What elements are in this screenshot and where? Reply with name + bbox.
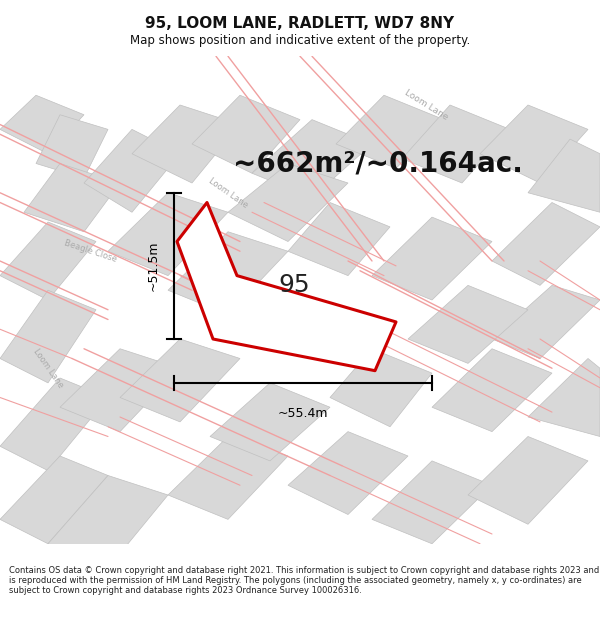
Text: Loom Lane: Loom Lane (403, 88, 449, 122)
Polygon shape (468, 436, 588, 524)
Polygon shape (84, 129, 180, 213)
Polygon shape (24, 164, 120, 232)
Text: ~55.4m: ~55.4m (278, 408, 328, 420)
Text: ~662m²/~0.164ac.: ~662m²/~0.164ac. (233, 149, 523, 178)
Text: Loom Lane: Loom Lane (206, 176, 250, 209)
Polygon shape (108, 192, 228, 276)
Polygon shape (252, 119, 372, 198)
Polygon shape (492, 286, 600, 359)
Polygon shape (0, 222, 96, 300)
Polygon shape (288, 202, 390, 276)
Text: 95: 95 (278, 273, 310, 298)
Polygon shape (480, 105, 588, 183)
Polygon shape (192, 95, 300, 173)
Polygon shape (492, 202, 600, 286)
Text: ~51.5m: ~51.5m (146, 241, 160, 291)
Polygon shape (60, 349, 180, 432)
Polygon shape (132, 105, 240, 183)
Polygon shape (36, 115, 108, 178)
Polygon shape (402, 105, 510, 183)
Polygon shape (120, 339, 240, 422)
Polygon shape (168, 436, 288, 519)
Polygon shape (336, 95, 444, 168)
Polygon shape (0, 378, 108, 471)
Polygon shape (528, 139, 600, 212)
Polygon shape (0, 456, 108, 544)
Polygon shape (228, 164, 348, 241)
Polygon shape (0, 95, 84, 154)
Text: Map shows position and indicative extent of the property.: Map shows position and indicative extent… (130, 34, 470, 48)
Text: Beagle Close: Beagle Close (62, 239, 118, 264)
Polygon shape (210, 383, 330, 461)
Text: 95, LOOM LANE, RADLETT, WD7 8NY: 95, LOOM LANE, RADLETT, WD7 8NY (145, 16, 455, 31)
Polygon shape (372, 217, 492, 300)
Polygon shape (48, 476, 168, 568)
Polygon shape (168, 232, 288, 314)
Polygon shape (288, 432, 408, 514)
Polygon shape (408, 286, 528, 363)
Polygon shape (0, 290, 96, 383)
Polygon shape (372, 461, 492, 544)
Polygon shape (432, 349, 552, 432)
Text: Loom Lane: Loom Lane (31, 347, 65, 389)
Polygon shape (528, 359, 600, 436)
Polygon shape (177, 202, 396, 371)
Text: Contains OS data © Crown copyright and database right 2021. This information is : Contains OS data © Crown copyright and d… (9, 566, 599, 596)
Polygon shape (330, 349, 432, 427)
